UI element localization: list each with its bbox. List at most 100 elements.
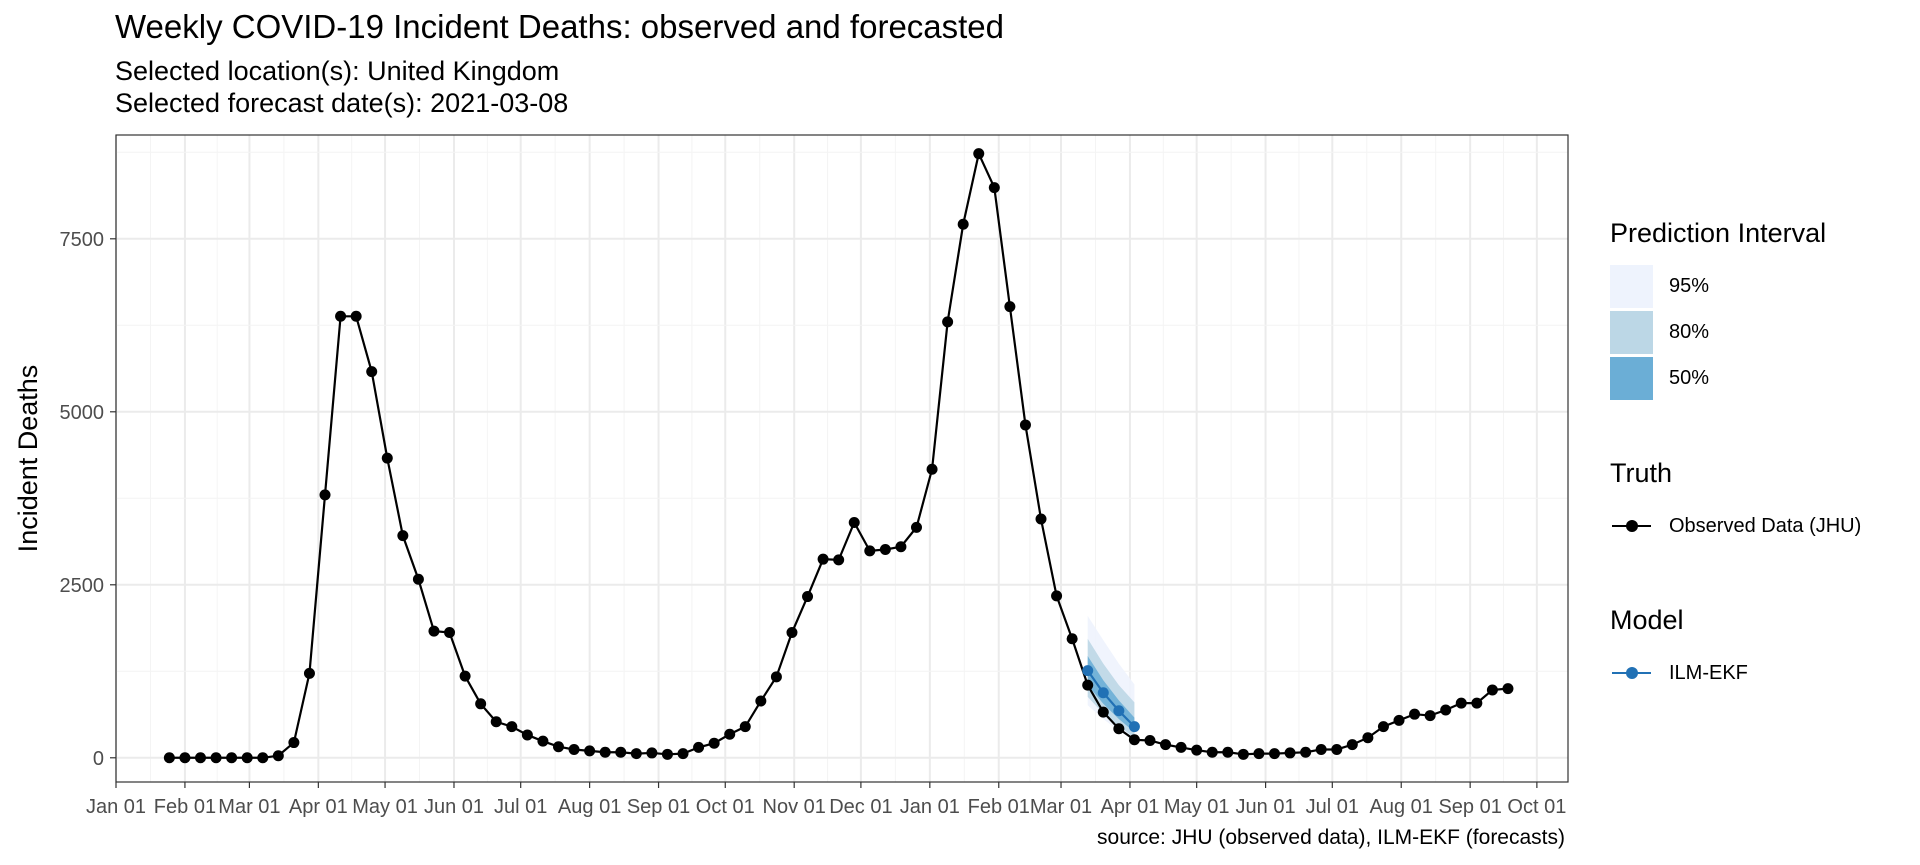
observed-point (1424, 710, 1436, 722)
observed-point (1051, 590, 1063, 602)
forecast-point (1113, 705, 1125, 717)
x-tick-label: Nov 01 (763, 796, 826, 818)
observed-point (833, 554, 845, 566)
legend-truth-title: Truth (1610, 458, 1673, 488)
forecast-line (1086, 669, 1136, 728)
observed-point (1128, 734, 1140, 746)
legend-model-title: Model (1610, 605, 1684, 635)
observed-point (1237, 748, 1249, 760)
observed-point (397, 530, 409, 542)
x-tick-label: Mar 01 (1030, 796, 1092, 818)
observed-point (677, 748, 689, 760)
legend-label-observed: Observed Data (JHU) (1669, 514, 1862, 537)
chart-subtitle-location: Selected location(s): United Kingdom (115, 56, 560, 86)
observed-point (568, 743, 580, 755)
grid-layer (115, 135, 1568, 782)
observed-point (194, 752, 206, 764)
observed-point (879, 543, 891, 555)
legend-prediction-interval: Prediction Interval 95% 80% 50% (1610, 218, 1826, 401)
observed-point (942, 316, 954, 328)
x-tick-label: Jul 01 (1306, 796, 1359, 818)
x-tick-label: Sep 01 (627, 796, 690, 818)
observed-point (1253, 748, 1265, 760)
y-tick-label: 5000 (60, 402, 105, 424)
observed-point (693, 741, 705, 753)
observed-point (802, 591, 814, 603)
legend-item-50: 50% (1610, 355, 1826, 401)
x-tick-label: Aug 01 (1370, 796, 1433, 818)
observed-point (1160, 739, 1172, 751)
observed-point (755, 695, 767, 707)
x-tick-label: Mar 01 (218, 796, 280, 818)
observed-point (350, 310, 362, 322)
observed-point (1440, 704, 1452, 716)
observed-point (1019, 419, 1031, 431)
legend-item-observed: Observed Data (JHU) (1610, 503, 1861, 549)
observed-point (1222, 746, 1234, 758)
x-tick-label: Feb 01 (154, 796, 216, 818)
observed-point (459, 670, 471, 682)
observed-point (1175, 741, 1187, 753)
observed-point (319, 489, 331, 501)
observed-point (241, 752, 253, 764)
y-tick-label: 2500 (60, 575, 105, 597)
observed-point (1284, 747, 1296, 759)
observed-point (288, 737, 300, 749)
observed-point (661, 748, 673, 760)
observed-point (1300, 746, 1312, 758)
observed-point (817, 553, 829, 565)
observed-point (1377, 721, 1389, 733)
x-tick-label: Feb 01 (968, 796, 1030, 818)
legend-key-ilm-ekf (1610, 652, 1653, 695)
x-tick-label: Apr 01 (1100, 796, 1159, 818)
observed-point (1004, 301, 1016, 313)
observed-point (910, 521, 922, 533)
observed-point (521, 729, 533, 741)
observed-point (646, 747, 658, 759)
chart-subtitle-date: Selected forecast date(s): 2021-03-08 (115, 88, 569, 118)
observed-point (584, 745, 596, 757)
observed-point (770, 671, 782, 683)
legend-label-ilm-ekf: ILM-EKF (1669, 661, 1748, 684)
legend-item-80: 80% (1610, 309, 1826, 355)
y-tick-label: 7500 (60, 229, 105, 251)
observed-point (179, 752, 191, 764)
observed-point (708, 737, 720, 749)
legend-truth: Truth Observed Data (JHU) (1610, 458, 1861, 549)
observed-point (988, 182, 1000, 194)
legend-swatch-50 (1610, 356, 1653, 400)
observed-point (163, 752, 175, 764)
x-tick-label: Jan 01 (900, 796, 960, 818)
legend-pi-title: Prediction Interval (1610, 218, 1827, 248)
interval-bands (1087, 615, 1135, 742)
observed-point (599, 746, 611, 758)
observed-point (1393, 714, 1405, 726)
observed-point (1113, 723, 1125, 735)
x-tick-label: Aug 01 (558, 796, 621, 818)
x-tick-label: Sep 01 (1438, 796, 1501, 818)
observed-point (739, 721, 751, 733)
legend-item-95: 95% (1610, 263, 1826, 309)
observed-point (381, 452, 393, 464)
observed-point (335, 310, 347, 322)
observed-point (1268, 748, 1280, 760)
y-tick-label: 0 (93, 748, 104, 770)
observed-point (210, 752, 222, 764)
observed-point (428, 625, 440, 637)
x-tick-label: Jan 01 (86, 796, 146, 818)
observed-point (1206, 746, 1218, 758)
observed-point (615, 746, 627, 758)
legend-label-50: 50% (1669, 366, 1710, 389)
observed-point (490, 716, 502, 728)
observed-point (1097, 706, 1109, 718)
x-tick-label: Apr 01 (289, 796, 348, 818)
observed-point (926, 463, 938, 475)
x-tick-label: Jun 01 (424, 796, 484, 818)
x-tick-label: Oct 01 (1507, 796, 1566, 818)
observed-point (1082, 679, 1094, 691)
observed-point (786, 627, 798, 639)
legend-label-80: 80% (1669, 320, 1710, 343)
observed-point (848, 517, 860, 529)
legend-label-95: 95% (1669, 274, 1710, 297)
observed-point (630, 748, 642, 760)
